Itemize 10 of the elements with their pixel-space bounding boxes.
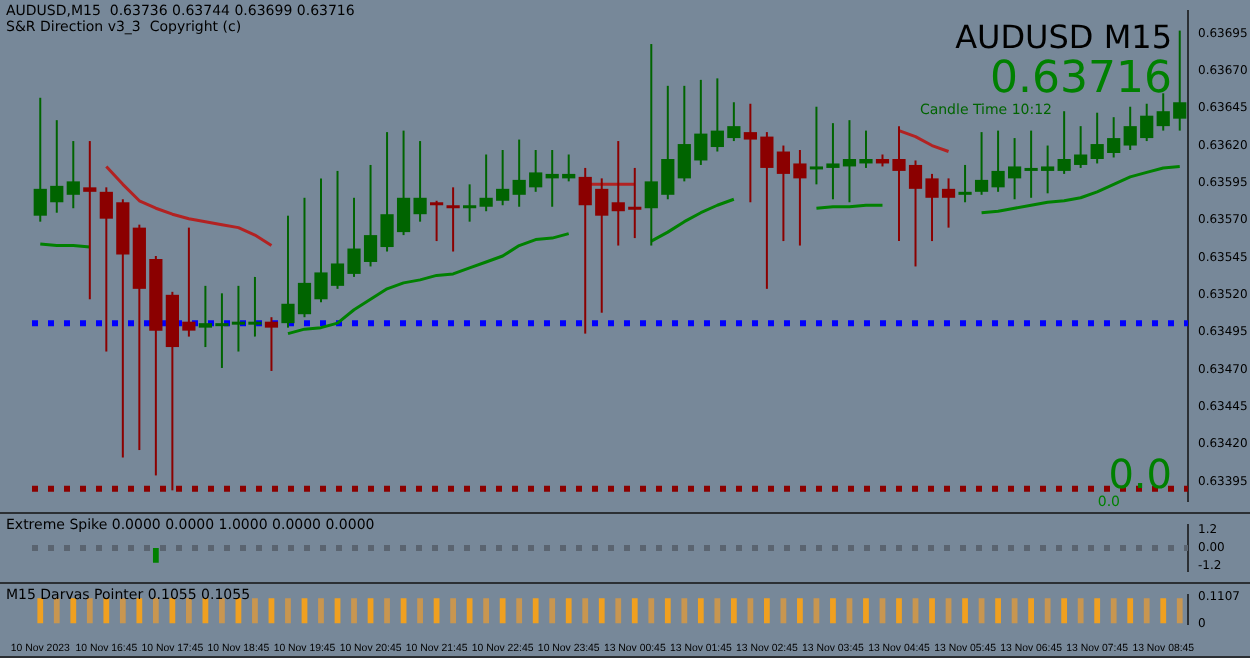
candlestick [66,140,80,210]
candlestick [958,163,972,204]
candlestick [446,186,460,253]
candlestick [463,183,477,223]
annotation: 0.0 [1108,450,1172,498]
candlestick [429,199,444,243]
candlestick [264,316,279,372]
candlestick [83,140,97,301]
annotation: 0.63716 [990,54,1172,104]
annotation: AUDUSD M15 [955,18,1172,56]
